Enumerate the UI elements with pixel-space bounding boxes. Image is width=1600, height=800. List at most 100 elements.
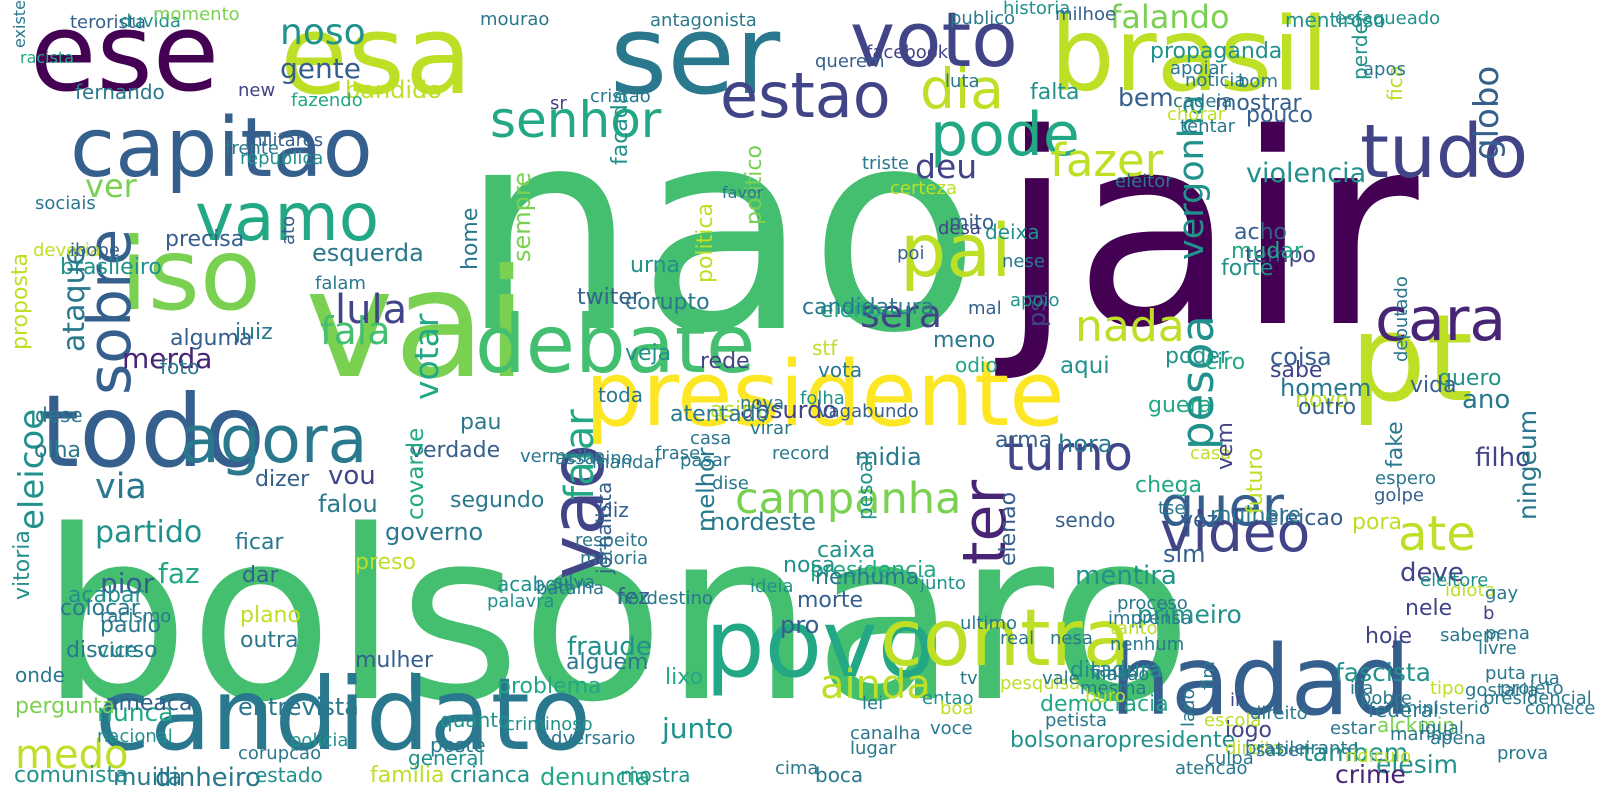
word-fazer: fazer <box>1050 134 1164 187</box>
word-hora: hora <box>1058 430 1113 458</box>
word-falando: falando <box>1110 0 1230 36</box>
word-milhoe: milhoe <box>1055 4 1117 25</box>
word-pena: pena <box>1485 623 1530 644</box>
word-nacional: nacional <box>97 726 173 747</box>
word-esfaqueado: esfaqueado <box>1335 8 1441 29</box>
word-ir: ir <box>1230 690 1243 711</box>
word-apoio: apoio <box>1010 290 1060 311</box>
word-apos: apos <box>1363 59 1406 80</box>
word-fala: fala <box>320 309 391 353</box>
word-apena: apena <box>1430 728 1486 749</box>
word-cristao: cristao <box>590 86 651 107</box>
word-meno: meno <box>933 328 996 353</box>
word-campanha: campanha <box>735 474 962 524</box>
word-segundo: segundo <box>450 488 545 513</box>
word-filha: filha <box>1090 663 1129 684</box>
word-precisa: precisa <box>165 227 245 252</box>
word-deputado: deputado <box>1391 276 1412 362</box>
word-adversario: adversario <box>540 728 636 749</box>
word-marina: marina <box>1390 724 1454 745</box>
word-governo: governo <box>385 518 484 546</box>
word-agora: agora <box>180 403 368 478</box>
word-olha: olha <box>34 438 81 463</box>
word-b: b <box>1483 603 1495 624</box>
word-alguma: alguma <box>170 326 253 351</box>
word-canalha: canalha <box>850 723 921 744</box>
word-lado: lado <box>1178 688 1199 727</box>
word-outra: outra <box>240 628 299 653</box>
word-respeito: respeito <box>575 530 649 551</box>
word-ainda: ainda <box>820 662 931 708</box>
word-mourao: mourao <box>480 9 550 30</box>
word-comunista: comunista <box>14 763 129 788</box>
word-maioria: maioria <box>580 548 649 569</box>
word-pergunta: pergunta <box>15 694 116 719</box>
word-politica: politica <box>693 203 718 283</box>
word-poi: poi <box>897 243 925 264</box>
word-home: home <box>458 207 483 270</box>
word-nele: nele <box>1405 596 1453 621</box>
word-fazendo: fazendo <box>291 90 363 111</box>
word-crianca: crianca <box>450 763 531 788</box>
word-dinheiro: dinheiro <box>155 763 261 793</box>
word-elenao: elenao <box>996 491 1021 566</box>
word-sim: sim <box>1163 540 1206 568</box>
word-ser: ser <box>610 0 781 119</box>
word-palavra: palavra <box>487 591 555 612</box>
word-ataque: ataque <box>57 246 92 352</box>
word-contra: contra <box>880 594 1131 684</box>
word-nunca: nunca <box>97 698 174 727</box>
word-sr: sr <box>550 93 567 114</box>
word-entrevista: entrevista <box>238 693 359 721</box>
word-acabou: acabou <box>497 572 571 596</box>
word-crime: crime <box>1335 760 1406 789</box>
word-voto: voto <box>850 0 1018 84</box>
word-assasino: assasino <box>555 448 633 469</box>
word-poste: poste <box>430 733 486 757</box>
word-vale: vale <box>1042 668 1080 689</box>
word-igual: igual <box>1420 718 1464 739</box>
word-vagabundo: vagabundo <box>818 401 919 422</box>
word-historia: historia <box>1003 0 1071 19</box>
word-ver: ver <box>85 167 137 205</box>
word-discurso: discurso <box>66 638 158 663</box>
word-corupcao: corupcao <box>238 743 322 764</box>
word-escola: escola <box>1204 710 1262 731</box>
word-medo: medo <box>15 732 129 778</box>
word-voce: voce <box>930 718 973 739</box>
word-virar: virar <box>750 418 792 439</box>
word-mostra: mostra <box>620 763 691 787</box>
word-gay: gay <box>1485 583 1519 604</box>
word-vai: vai <box>305 238 528 412</box>
word-onde: onde <box>15 663 65 687</box>
word-ideia: ideia <box>750 576 794 597</box>
word-covarde: covarde <box>403 427 429 520</box>
word-toda: toda <box>598 383 644 407</box>
word-esquerda: esquerda <box>312 239 424 267</box>
word-ese: ese <box>30 0 220 116</box>
word-apoiar: apoiar <box>1170 58 1227 79</box>
word-sabe: sabe <box>1270 358 1323 383</box>
word-pt: pt <box>1350 290 1474 429</box>
word-general: general <box>408 746 485 770</box>
word-bolsonaropresidente: bolsonaropresidente <box>1010 728 1236 753</box>
word-idiota: idiota <box>1445 580 1496 601</box>
word-presidencial: presidencial <box>1483 688 1592 709</box>
word-luta: luta <box>945 71 980 92</box>
word-rua: rua <box>1530 668 1560 689</box>
word-entao: entao <box>922 688 974 709</box>
word-vice: vice <box>97 638 138 662</box>
word-dia: dia <box>920 57 1004 121</box>
word-pior: pior <box>100 567 155 600</box>
word-antagonista: antagonista <box>650 10 757 31</box>
word-video: video <box>1160 500 1311 564</box>
word-deveria: deveria <box>33 240 101 261</box>
word-paulo: paulo <box>100 613 161 638</box>
word-homem: homem <box>1280 374 1372 402</box>
word-capitao: capitao <box>70 101 373 196</box>
word-futuro: futuro <box>1243 447 1268 514</box>
word-ciro: ciro <box>1205 350 1246 375</box>
word-vida: vida <box>1410 373 1457 398</box>
word-nosa: nosa <box>783 553 836 578</box>
